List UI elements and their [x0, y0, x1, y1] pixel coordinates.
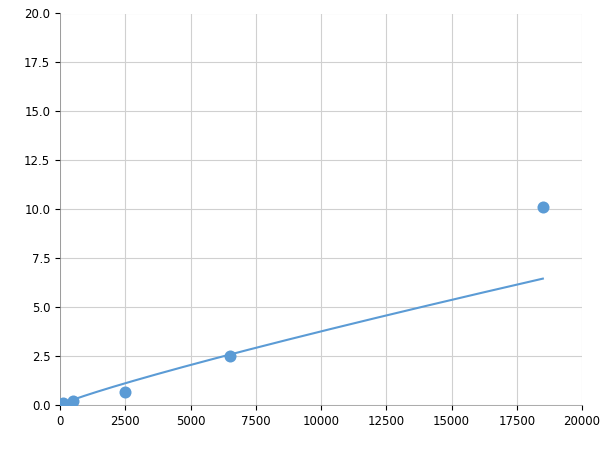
- Point: [58, 400, 67, 407]
- Point: [121, 389, 130, 396]
- Point: [225, 352, 235, 360]
- Point: [538, 204, 548, 211]
- Point: [68, 397, 78, 405]
